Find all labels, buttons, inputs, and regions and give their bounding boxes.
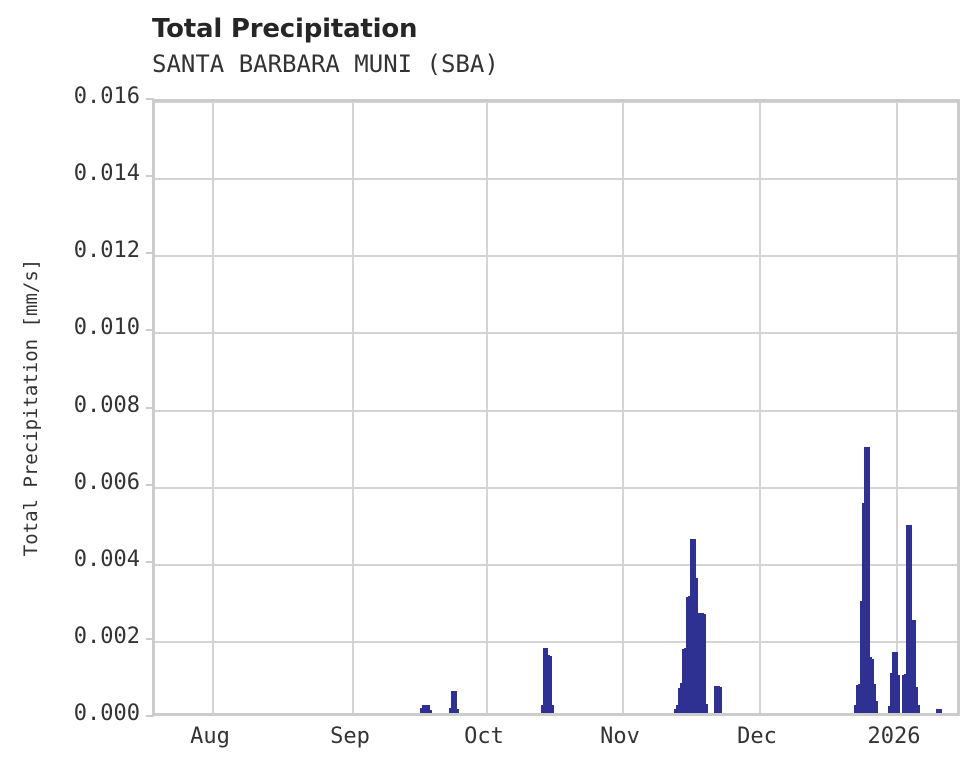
data-bar <box>912 686 918 713</box>
data-bar <box>936 709 942 713</box>
gridline-vertical <box>212 102 214 713</box>
y-axis-tick-label: 0.012 <box>73 238 140 264</box>
chart-subtitle-station: SANTA BARBARA MUNI (SBA) <box>152 50 499 78</box>
y-axis-tick-mark <box>146 329 154 332</box>
gridline-vertical <box>486 102 488 713</box>
gridline-horizontal <box>155 640 957 643</box>
y-axis-tick-label: 0.004 <box>73 546 140 572</box>
gridline-horizontal <box>155 486 957 489</box>
y-axis-tick-label: 0.010 <box>73 315 140 341</box>
x-axis-tick-labels: Aug Sep Oct Nov Dec 2026 <box>152 724 960 764</box>
x-axis-tick-label: Sep <box>330 724 370 749</box>
y-axis-tick-mark <box>146 715 154 717</box>
data-bar <box>716 686 722 713</box>
y-axis-tick-label: 0.000 <box>73 701 140 726</box>
gridline-horizontal <box>155 255 957 258</box>
gridline-horizontal <box>155 332 957 335</box>
y-axis-tick-labels: 0.000 0.002 0.004 0.006 0.008 0.010 0.012 0.014… <box>12 84 140 726</box>
y-axis-tick-label: 0.016 <box>73 84 140 109</box>
x-axis-tick-label: Oct <box>464 724 504 749</box>
y-axis-tick-mark <box>146 406 154 409</box>
gridline-horizontal <box>155 102 957 103</box>
x-axis-tick-label: Dec <box>737 724 777 749</box>
data-bar <box>910 620 916 713</box>
gridline-horizontal <box>155 178 957 181</box>
y-axis-tick-mark <box>146 175 154 178</box>
data-bar <box>914 705 920 713</box>
gridline-vertical <box>621 102 624 713</box>
data-bar <box>426 710 432 713</box>
data-bar <box>702 703 708 713</box>
data-bar <box>451 691 457 713</box>
data-bar <box>906 524 912 713</box>
x-axis-tick-label: 2026 <box>867 724 921 749</box>
y-axis-tick-mark <box>146 483 154 486</box>
data-bar <box>872 701 878 713</box>
data-bar <box>548 704 554 713</box>
plot-area <box>152 99 960 716</box>
data-bar <box>864 446 870 713</box>
y-axis-tick-mark <box>146 637 154 640</box>
plot-inner <box>155 102 957 713</box>
gridline-horizontal <box>155 563 957 566</box>
data-bar <box>453 708 459 713</box>
data-bar <box>694 643 700 713</box>
y-axis-tick-label: 0.014 <box>73 161 140 187</box>
data-bar <box>894 675 900 713</box>
y-axis-tick-label: 0.006 <box>73 469 140 495</box>
y-axis-tick-mark <box>146 98 154 100</box>
y-axis-tick-mark <box>146 252 154 255</box>
y-axis-tick-label: 0.002 <box>73 623 140 649</box>
data-bar <box>424 705 430 713</box>
gridline-vertical <box>352 102 355 713</box>
y-axis-tick-marks <box>146 98 154 717</box>
gridline-horizontal <box>155 409 957 412</box>
y-axis-tick-label: 0.008 <box>73 392 140 418</box>
y-axis-tick-mark <box>146 560 154 563</box>
gridline-vertical <box>759 102 762 713</box>
data-bar <box>870 684 876 713</box>
gridline-vertical <box>895 102 898 713</box>
x-axis-tick-label: Aug <box>190 724 230 749</box>
data-bar <box>546 655 552 713</box>
data-bar <box>700 613 706 713</box>
x-axis-tick-label: Nov <box>600 724 640 749</box>
chart-title: Total Precipitation <box>152 14 418 44</box>
